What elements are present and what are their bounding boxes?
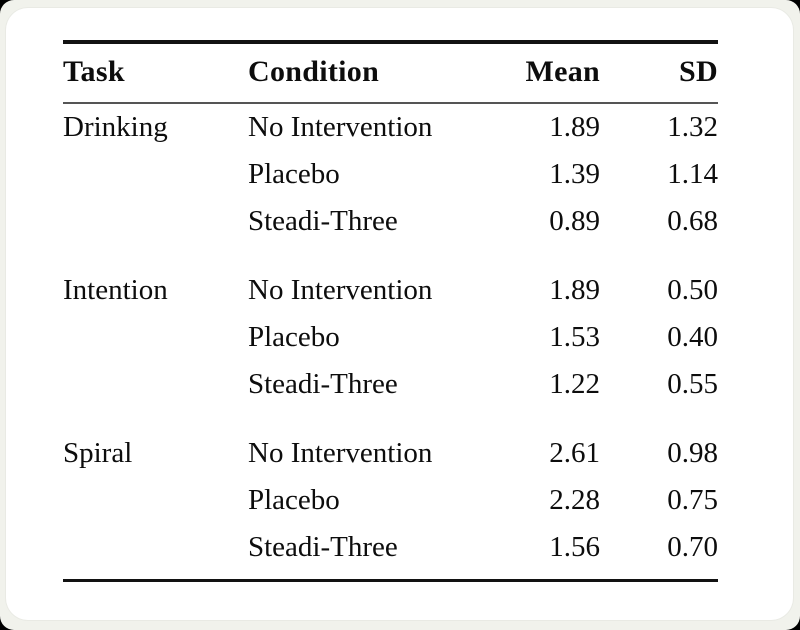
condition-cell: Placebo [248,321,340,353]
sd-cell: 0.75 [667,484,718,516]
table-row: Drinking No Intervention 1.89 1.32 [63,103,718,151]
sd-cell: 0.55 [667,368,718,400]
table-header: Task Condition Mean SD [63,42,718,104]
sd-cell: 0.50 [667,274,718,306]
mean-cell: 1.56 [549,531,600,563]
condition-cell: No Intervention [248,111,433,143]
sd-cell: 1.32 [667,111,718,143]
table-card: Task Condition Mean SD Drinking No Interv… [6,8,793,620]
mean-cell: 1.39 [549,158,600,190]
task-group-drinking: Drinking No Intervention 1.89 1.32 Placebo 1.… [63,103,718,245]
task-cell: Intention [63,274,168,306]
table-row: Placebo 2.28 0.75 [63,477,718,524]
condition-cell: No Intervention [248,437,433,469]
table-row: Steadi-Three 1.22 0.55 [63,361,718,408]
means-sd-table: Task Condition Mean SD Drinking No Interv… [63,40,718,582]
sd-cell: 0.68 [667,205,718,237]
task-cell [63,524,248,581]
task-cell: Drinking [63,111,168,143]
condition-cell: Placebo [248,484,340,516]
task-group-intention: Intention No Intervention 1.89 0.50 Placebo 1… [63,245,718,408]
table-row: Intention No Intervention 1.89 0.50 [63,245,718,314]
table-row: Steadi-Three 1.56 0.70 [63,524,718,581]
table-row: Spiral No Intervention 2.61 0.98 [63,408,718,477]
column-header-sd: SD [618,42,718,104]
condition-cell: No Intervention [248,274,433,306]
mean-cell: 0.89 [549,205,600,237]
mean-cell: 1.22 [549,368,600,400]
mean-cell: 2.61 [549,437,600,469]
task-group-spiral: Spiral No Intervention 2.61 0.98 Placebo 2.28… [63,408,718,581]
mean-cell: 1.89 [549,274,600,306]
column-header-task: Task [63,42,248,104]
task-cell [63,151,248,198]
condition-cell: Placebo [248,158,340,190]
sd-cell: 0.98 [667,437,718,469]
mean-cell: 1.89 [549,111,600,143]
sd-cell: 0.70 [667,531,718,563]
table-row: Steadi-Three 0.89 0.68 [63,198,718,245]
condition-cell: Steadi-Three [248,205,398,237]
column-header-condition: Condition [248,42,518,104]
sd-cell: 0.40 [667,321,718,353]
table-row: Placebo 1.39 1.14 [63,151,718,198]
task-cell [63,477,248,524]
mean-cell: 2.28 [549,484,600,516]
condition-cell: Steadi-Three [248,368,398,400]
sd-cell: 1.14 [667,158,718,190]
task-cell [63,314,248,361]
column-header-mean: Mean [518,42,618,104]
mean-cell: 1.53 [549,321,600,353]
header-row: Task Condition Mean SD [63,42,718,104]
task-cell [63,198,248,245]
table-row: Placebo 1.53 0.40 [63,314,718,361]
task-cell: Spiral [63,437,133,469]
condition-cell: Steadi-Three [248,531,398,563]
task-cell [63,361,248,408]
